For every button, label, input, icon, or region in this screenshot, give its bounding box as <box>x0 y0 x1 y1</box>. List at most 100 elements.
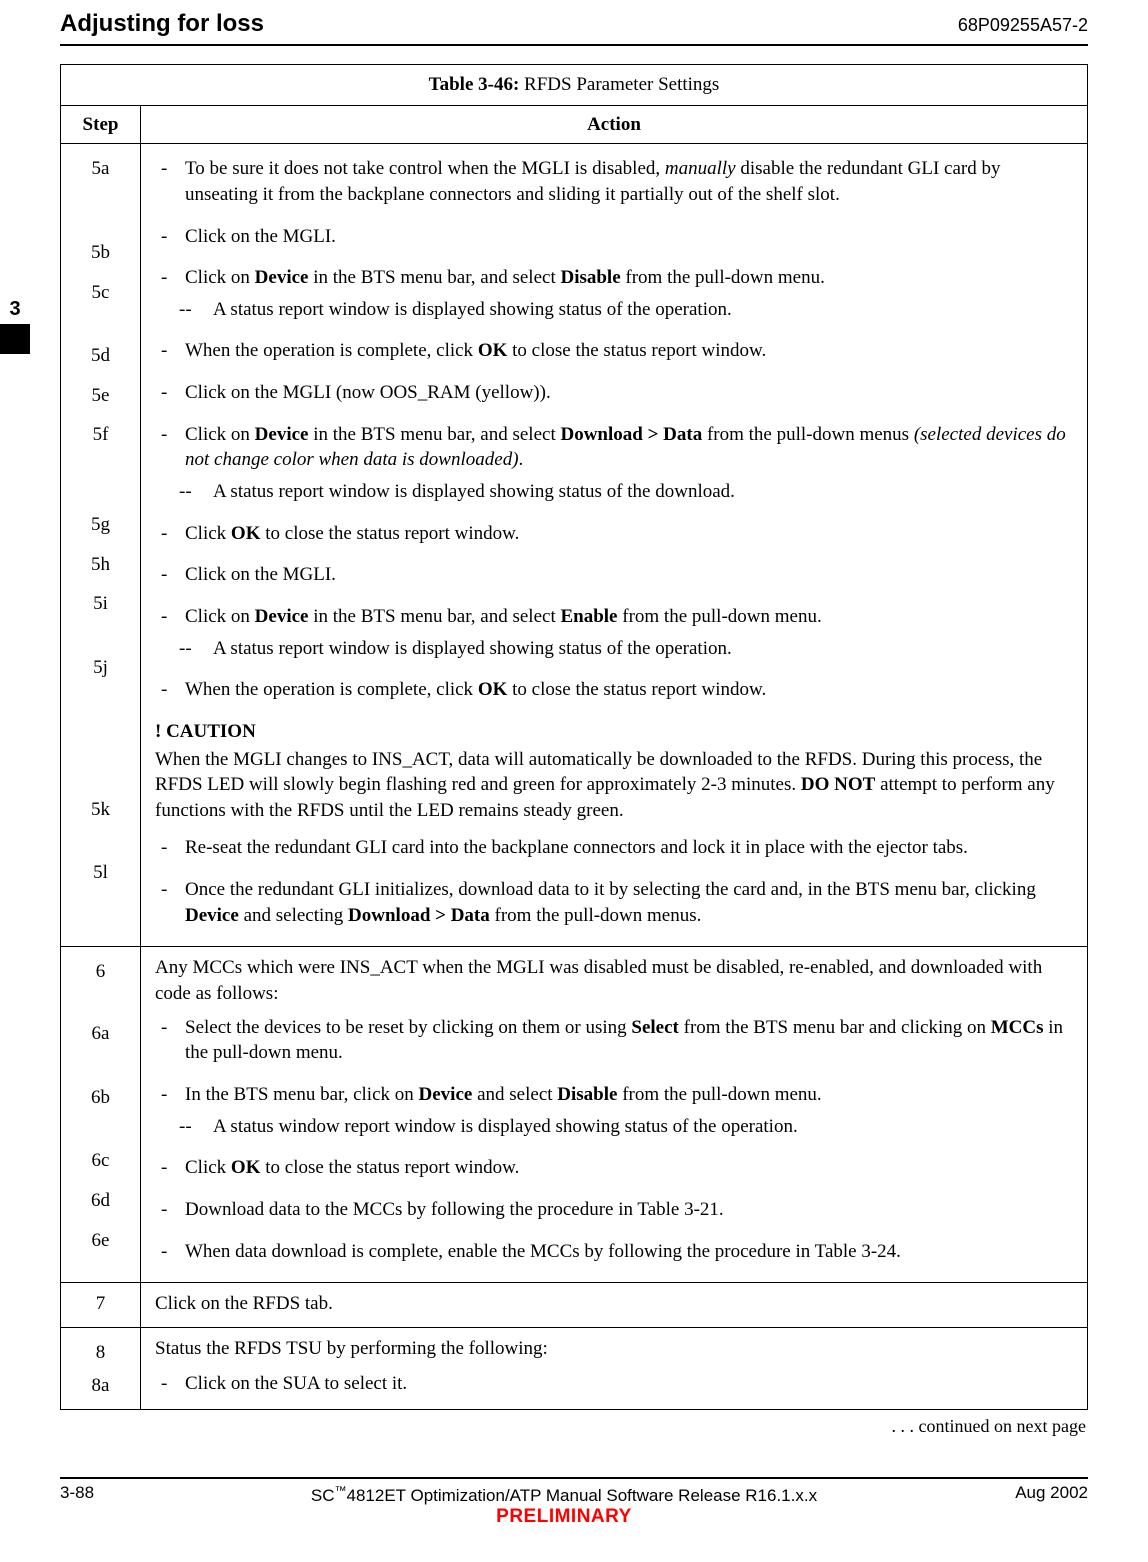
col-header-action: Action <box>141 105 1088 144</box>
table-row: 6 6a 6b 6c 6d 6e Any MCCs which were INS… <box>61 947 1088 1283</box>
page-number: 3-88 <box>60 1483 150 1503</box>
bullet-dash: - <box>155 604 185 630</box>
step-label: 6d <box>65 1182 136 1222</box>
action-cell: Status the RFDS TSU by performing the fo… <box>141 1327 1088 1409</box>
action-item: - In the BTS menu bar, click on Device a… <box>155 1080 1073 1110</box>
action-item: - When the operation is complete, click … <box>155 336 1073 366</box>
section-title: Adjusting for loss <box>60 10 264 38</box>
step-label: 8 <box>65 1336 136 1370</box>
bullet-dash: - <box>155 156 185 182</box>
step-cell: 8 8a <box>61 1327 141 1409</box>
action-item: - Click on the MGLI. <box>155 222 1073 252</box>
step-label: 6e <box>65 1222 136 1262</box>
action-item: - Once the redundant GLI initializes, do… <box>155 875 1073 930</box>
bullet-dash: - <box>155 1197 185 1223</box>
bullet-dash: - <box>155 521 185 547</box>
bullet-dash: - <box>155 677 185 703</box>
action-item: Status the RFDS TSU by performing the fo… <box>155 1334 1073 1366</box>
action-item: - Click on the MGLI. <box>155 560 1073 590</box>
footer-rule <box>60 1477 1088 1479</box>
step-label: 5c <box>65 274 136 314</box>
chapter-marker <box>0 324 30 354</box>
step-label: 5g <box>65 456 136 546</box>
step-cell: 6 6a 6b 6c 6d 6e <box>61 947 141 1283</box>
procedure-table: Table 3-46: RFDS Parameter Settings Step… <box>60 64 1088 1410</box>
preliminary-label: PRELIMINARY <box>496 1506 632 1527</box>
step-label: 5l <box>65 830 136 894</box>
action-item: - Click OK to close the status report wi… <box>155 519 1073 549</box>
step-label: 5e <box>65 377 136 417</box>
action-subitem: -- A status report window is displayed s… <box>155 475 1073 507</box>
bullet-dash: - <box>155 224 185 250</box>
page-footer: 3-88 SC™4812ET Optimization/ATP Manual S… <box>60 1483 1088 1528</box>
step-cell: 7 <box>61 1283 141 1328</box>
action-item: - Click on Device in the BTS menu bar, a… <box>155 263 1073 293</box>
step-label: 6b <box>65 1055 136 1119</box>
table-row: 7 Click on the RFDS tab. <box>61 1283 1088 1328</box>
chapter-number: 3 <box>0 294 30 324</box>
action-item: - Download data to the MCCs by following… <box>155 1195 1073 1225</box>
table-title: Table 3-46: RFDS Parameter Settings <box>61 65 1088 106</box>
table-caption: RFDS Parameter Settings <box>519 74 719 95</box>
bullet-dash: - <box>155 422 185 448</box>
action-cell: Click on the RFDS tab. <box>141 1283 1088 1328</box>
bullet-dash: - <box>155 338 185 364</box>
table-row: 5a 5b 5c 5d 5e 5f 5g 5h 5i 5j 5k 5l - To… <box>61 144 1088 947</box>
bullet-dash: - <box>155 1015 185 1041</box>
action-item: - Click OK to close the status report wi… <box>155 1153 1073 1183</box>
action-item: Any MCCs which were INS_ACT when the MGL… <box>155 953 1073 1008</box>
col-header-step: Step <box>61 105 141 144</box>
action-item: - Re-seat the redundant GLI card into th… <box>155 833 1073 863</box>
chapter-tab: 3 <box>0 294 30 354</box>
action-subitem: -- A status window report window is disp… <box>155 1110 1073 1142</box>
action-item: - Click on the SUA to select it. <box>155 1369 1073 1399</box>
step-label: 6c <box>65 1118 136 1182</box>
bullet-double-dash: -- <box>179 297 213 323</box>
step-label: 5j <box>65 625 136 689</box>
action-item: - When data download is complete, enable… <box>155 1237 1073 1267</box>
step-label: 6 <box>65 955 136 993</box>
footer-date: Aug 2002 <box>978 1483 1088 1503</box>
bullet-double-dash: -- <box>179 479 213 505</box>
action-item: - Select the devices to be reset by clic… <box>155 1013 1073 1068</box>
action-subitem: -- A status report window is displayed s… <box>155 293 1073 325</box>
bullet-dash: - <box>155 562 185 588</box>
bullet-dash: - <box>155 1155 185 1181</box>
bullet-dash: - <box>155 1371 185 1397</box>
action-cell: Any MCCs which were INS_ACT when the MGL… <box>141 947 1088 1283</box>
header-rule <box>60 44 1088 46</box>
step-label: 5f <box>65 416 136 456</box>
footer-title: SC™4812ET Optimization/ATP Manual Softwa… <box>311 1486 817 1505</box>
action-item: - Click on Device in the BTS menu bar, a… <box>155 420 1073 475</box>
bullet-dash: - <box>155 1239 185 1265</box>
bullet-dash: - <box>155 380 185 406</box>
step-label: 5h <box>65 546 136 586</box>
action-item: - When the operation is complete, click … <box>155 675 1073 705</box>
bullet-dash: - <box>155 877 185 903</box>
step-label: 5a <box>65 152 136 190</box>
bullet-dash: - <box>155 835 185 861</box>
action-cell: - To be sure it does not take control wh… <box>141 144 1088 947</box>
action-item: - To be sure it does not take control wh… <box>155 154 1073 209</box>
step-label: 5b <box>65 190 136 274</box>
step-label: 5i <box>65 585 136 625</box>
step-label: 6a <box>65 993 136 1055</box>
bullet-dash: - <box>155 1082 185 1108</box>
bullet-dash: - <box>155 265 185 291</box>
action-item: - Click on the MGLI (now OOS_RAM (yellow… <box>155 378 1073 408</box>
step-label: 5d <box>65 313 136 377</box>
bullet-double-dash: -- <box>179 636 213 662</box>
action-subitem: -- A status report window is displayed s… <box>155 632 1073 664</box>
table-row: 8 8a Status the RFDS TSU by performing t… <box>61 1327 1088 1409</box>
step-label: 5k <box>65 689 136 831</box>
action-item: - Click on Device in the BTS menu bar, a… <box>155 602 1073 632</box>
step-label: 8a <box>65 1369 136 1401</box>
caution-block: ! CAUTION When the MGLI changes to INS_A… <box>155 713 1073 830</box>
caution-heading: ! CAUTION <box>155 719 1073 745</box>
continued-note: . . . continued on next page <box>60 1410 1088 1437</box>
table-number: Table 3-46: <box>429 74 520 95</box>
step-cell: 5a 5b 5c 5d 5e 5f 5g 5h 5i 5j 5k 5l <box>61 144 141 947</box>
bullet-double-dash: -- <box>179 1114 213 1140</box>
doc-id: 68P09255A57-2 <box>958 15 1088 36</box>
page-header: Adjusting for loss 68P09255A57-2 <box>60 0 1088 44</box>
